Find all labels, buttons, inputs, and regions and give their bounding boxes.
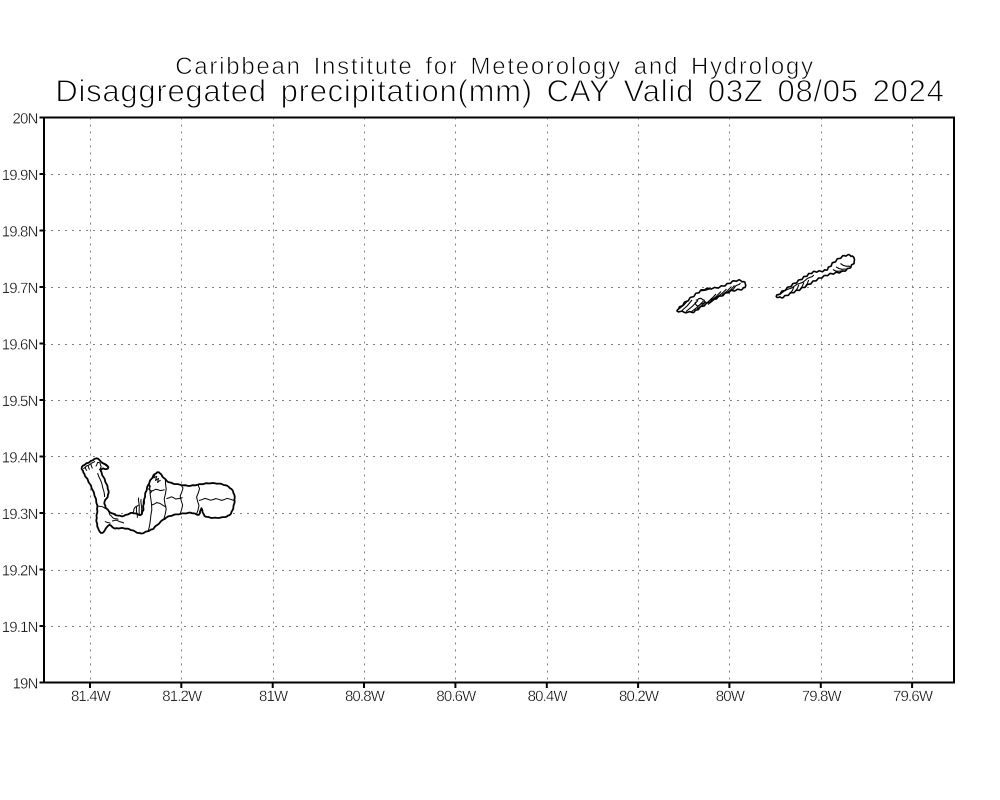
svg-text:80.2W: 80.2W <box>619 688 660 705</box>
svg-text:19.9N: 19.9N <box>2 167 38 184</box>
svg-text:19.4N: 19.4N <box>2 450 38 467</box>
svg-text:80.8W: 80.8W <box>345 688 386 705</box>
svg-text:19.6N: 19.6N <box>2 337 38 354</box>
svg-text:19N: 19N <box>13 676 38 693</box>
svg-text:19.3N: 19.3N <box>2 506 38 523</box>
svg-text:19.1N: 19.1N <box>2 619 38 636</box>
svg-text:81W: 81W <box>259 688 289 705</box>
svg-text:79.8W: 79.8W <box>802 688 843 705</box>
svg-text:Disaggregated precipitation(mm: Disaggregated precipitation(mm) CAY Vali… <box>55 74 944 109</box>
svg-text:19.7N: 19.7N <box>2 280 38 297</box>
svg-text:Caribbean Institute for Meteor: Caribbean Institute for Meteorology and … <box>175 53 815 80</box>
svg-text:81.4W: 81.4W <box>71 688 112 705</box>
svg-text:79.6W: 79.6W <box>893 688 934 705</box>
svg-text:80W: 80W <box>716 688 746 705</box>
svg-text:19.8N: 19.8N <box>2 224 38 241</box>
svg-text:80.6W: 80.6W <box>436 688 477 705</box>
svg-text:81.2W: 81.2W <box>162 688 203 705</box>
svg-text:19.2N: 19.2N <box>2 563 38 580</box>
svg-text:20N: 20N <box>13 111 38 128</box>
svg-text:19.5N: 19.5N <box>2 393 38 410</box>
svg-text:80.4W: 80.4W <box>528 688 569 705</box>
